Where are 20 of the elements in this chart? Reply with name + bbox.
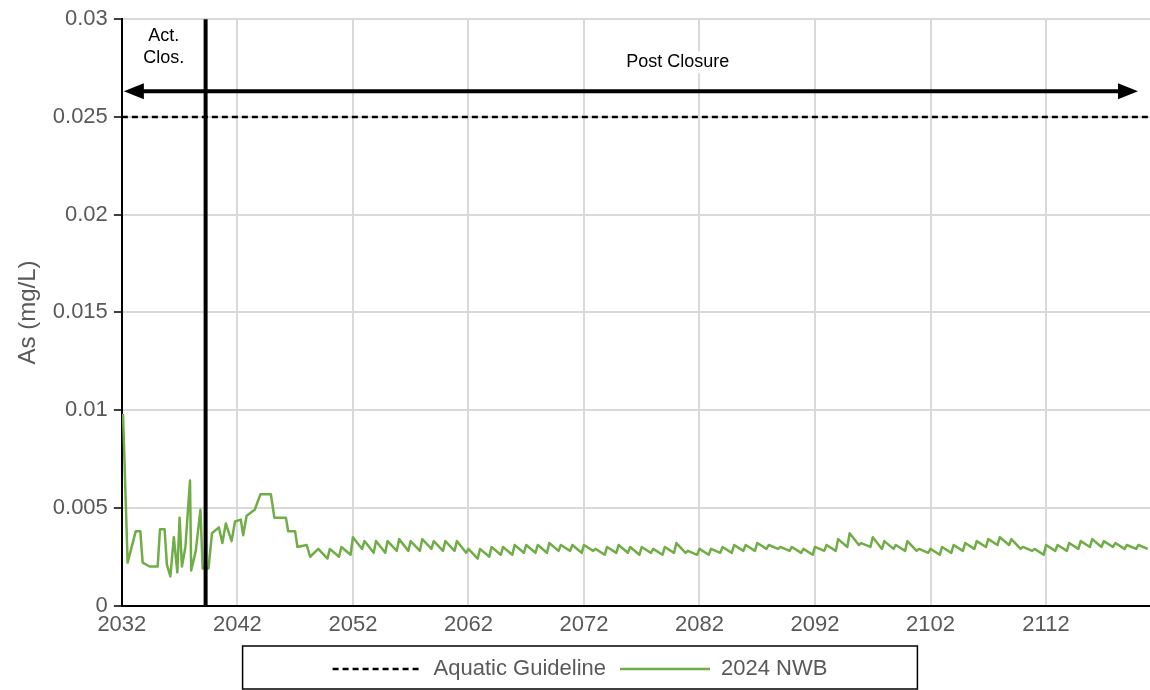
x-tick-label: 2072: [559, 610, 609, 636]
x-tick-label: 2052: [328, 610, 378, 636]
y-tick-label: 0.025: [52, 103, 108, 128]
y-tick-label: 0.005: [52, 493, 108, 519]
x-tick-label: 2062: [443, 610, 493, 636]
y-tick-label: 0: [95, 591, 108, 617]
x-tick-label: 2042: [212, 610, 262, 636]
annotation: Act. Clos.: [143, 25, 185, 68]
y-axis-title: As (mg/L): [13, 260, 41, 365]
y-tick-label: 0.01: [65, 396, 108, 422]
x-tick-label: 2082: [674, 610, 724, 636]
y-tick-label: 0.015: [52, 298, 108, 324]
legend-label: 2024 NWB: [721, 655, 828, 681]
x-tick-label: 2092: [790, 610, 840, 636]
y-tick-label: 0.03: [65, 5, 108, 31]
x-tick-label: 2102: [906, 610, 955, 636]
annotation: Post Closure: [626, 51, 730, 72]
legend-label: Aquatic Guideline: [433, 655, 607, 681]
y-tick-label: 0.02: [65, 200, 108, 226]
x-tick-label: 2112: [1022, 610, 1070, 636]
